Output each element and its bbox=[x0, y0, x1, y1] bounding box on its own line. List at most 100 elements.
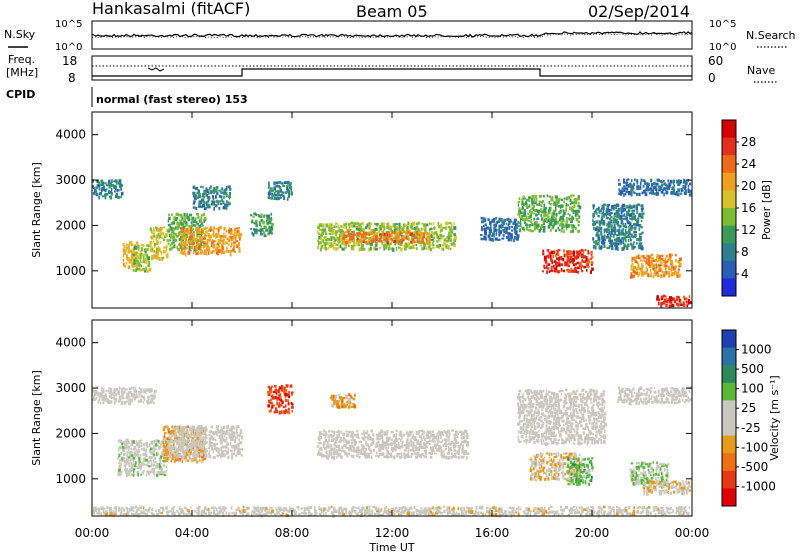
velocity-cell bbox=[230, 425, 234, 429]
power-cell bbox=[546, 254, 550, 258]
velocity-cell bbox=[332, 449, 336, 454]
power-cell bbox=[555, 198, 558, 203]
velocity-cell bbox=[555, 441, 558, 446]
velocity-cell bbox=[363, 452, 366, 456]
power-cell bbox=[262, 228, 264, 232]
velocity-cell bbox=[632, 509, 636, 512]
power-cell bbox=[528, 225, 531, 229]
power-cell bbox=[622, 203, 626, 208]
velocity-cell bbox=[575, 391, 577, 395]
power-cell bbox=[122, 262, 126, 267]
power-cell bbox=[551, 227, 555, 230]
velocity-cell bbox=[270, 401, 273, 405]
velocity-cell bbox=[139, 453, 142, 457]
velocity-cell bbox=[393, 439, 396, 443]
velocity-cell bbox=[412, 441, 415, 446]
velocity-cell bbox=[178, 506, 181, 510]
velocity-cell bbox=[152, 513, 155, 516]
power-cell bbox=[132, 248, 135, 252]
power-cell bbox=[397, 231, 400, 236]
velocity-cell bbox=[418, 443, 422, 447]
power-cell bbox=[147, 247, 149, 251]
power-cell bbox=[502, 221, 505, 226]
power-cell bbox=[327, 242, 330, 245]
power-cell bbox=[201, 249, 203, 253]
velocity-cell bbox=[672, 509, 675, 513]
velocity-cell bbox=[534, 392, 538, 396]
power-cell bbox=[217, 200, 221, 203]
power-cell bbox=[337, 240, 341, 244]
velocity-cell bbox=[194, 435, 198, 439]
velocity-cell bbox=[221, 445, 224, 449]
power-cell bbox=[197, 215, 200, 220]
velocity-cell bbox=[144, 390, 147, 394]
velocity-cell bbox=[557, 419, 560, 423]
velocity-cell bbox=[218, 510, 222, 514]
velocity-cell bbox=[592, 436, 595, 441]
velocity-cell bbox=[577, 424, 579, 428]
velocity-cell bbox=[398, 446, 401, 450]
power-cell bbox=[641, 212, 645, 216]
velocity-cell bbox=[333, 394, 336, 399]
velocity-cell bbox=[197, 505, 201, 509]
velocity-cell bbox=[580, 435, 583, 440]
velocity-cell bbox=[199, 433, 202, 438]
power-cell bbox=[569, 198, 572, 203]
power-cell bbox=[212, 195, 214, 199]
power-cell bbox=[640, 238, 642, 242]
power-cell bbox=[264, 225, 267, 230]
velocity-cell bbox=[197, 434, 201, 438]
velocity-cell bbox=[187, 509, 190, 513]
velocity-cell bbox=[380, 446, 383, 450]
velocity-cell bbox=[351, 431, 354, 434]
power-cell bbox=[633, 259, 637, 262]
velocity-cell bbox=[488, 511, 491, 516]
velocity-cell bbox=[204, 431, 207, 436]
velocity-cell bbox=[285, 513, 287, 517]
power-cell bbox=[115, 192, 118, 197]
power-cell bbox=[190, 224, 193, 228]
velocity-cell bbox=[477, 511, 480, 515]
power-cell bbox=[131, 262, 134, 266]
velocity-cell bbox=[554, 397, 558, 401]
velocity-cell bbox=[568, 399, 571, 403]
velocity-cell bbox=[187, 459, 190, 462]
velocity-cell bbox=[532, 417, 536, 420]
power-cell bbox=[428, 222, 432, 225]
power-cell bbox=[658, 185, 662, 189]
power-cell bbox=[560, 220, 563, 223]
power-cell bbox=[502, 224, 504, 229]
power-cell bbox=[624, 245, 628, 248]
power-cell bbox=[145, 253, 149, 257]
velocity-cell bbox=[578, 416, 582, 419]
velocity-cell bbox=[399, 455, 402, 459]
power-cell bbox=[120, 191, 124, 196]
power-cell bbox=[672, 303, 675, 308]
velocity-cell bbox=[150, 464, 153, 467]
velocity-cell bbox=[200, 442, 203, 445]
velocity-cell bbox=[560, 416, 563, 419]
power-cell bbox=[157, 248, 161, 252]
power-cell bbox=[526, 199, 529, 201]
power-cell bbox=[287, 195, 290, 198]
velocity-cell bbox=[533, 507, 537, 511]
velocity-cell bbox=[208, 443, 212, 448]
velocity-cell bbox=[133, 453, 137, 458]
velocity-cell bbox=[543, 442, 546, 445]
velocity-cell bbox=[395, 429, 398, 433]
power-cell bbox=[633, 182, 635, 187]
power-cell bbox=[330, 243, 334, 247]
power-cell bbox=[275, 196, 279, 201]
power-cell bbox=[152, 247, 154, 251]
power-cell bbox=[633, 192, 636, 194]
power-cell bbox=[545, 217, 548, 221]
power-cell bbox=[596, 225, 599, 228]
velocity-cell bbox=[352, 446, 355, 450]
velocity-cell bbox=[402, 506, 406, 509]
power-cell bbox=[678, 299, 682, 303]
power-cell bbox=[591, 256, 594, 259]
power-cell bbox=[538, 200, 542, 204]
velocity-cell bbox=[525, 513, 529, 517]
power-cell bbox=[125, 261, 128, 265]
power-cell bbox=[217, 231, 220, 236]
